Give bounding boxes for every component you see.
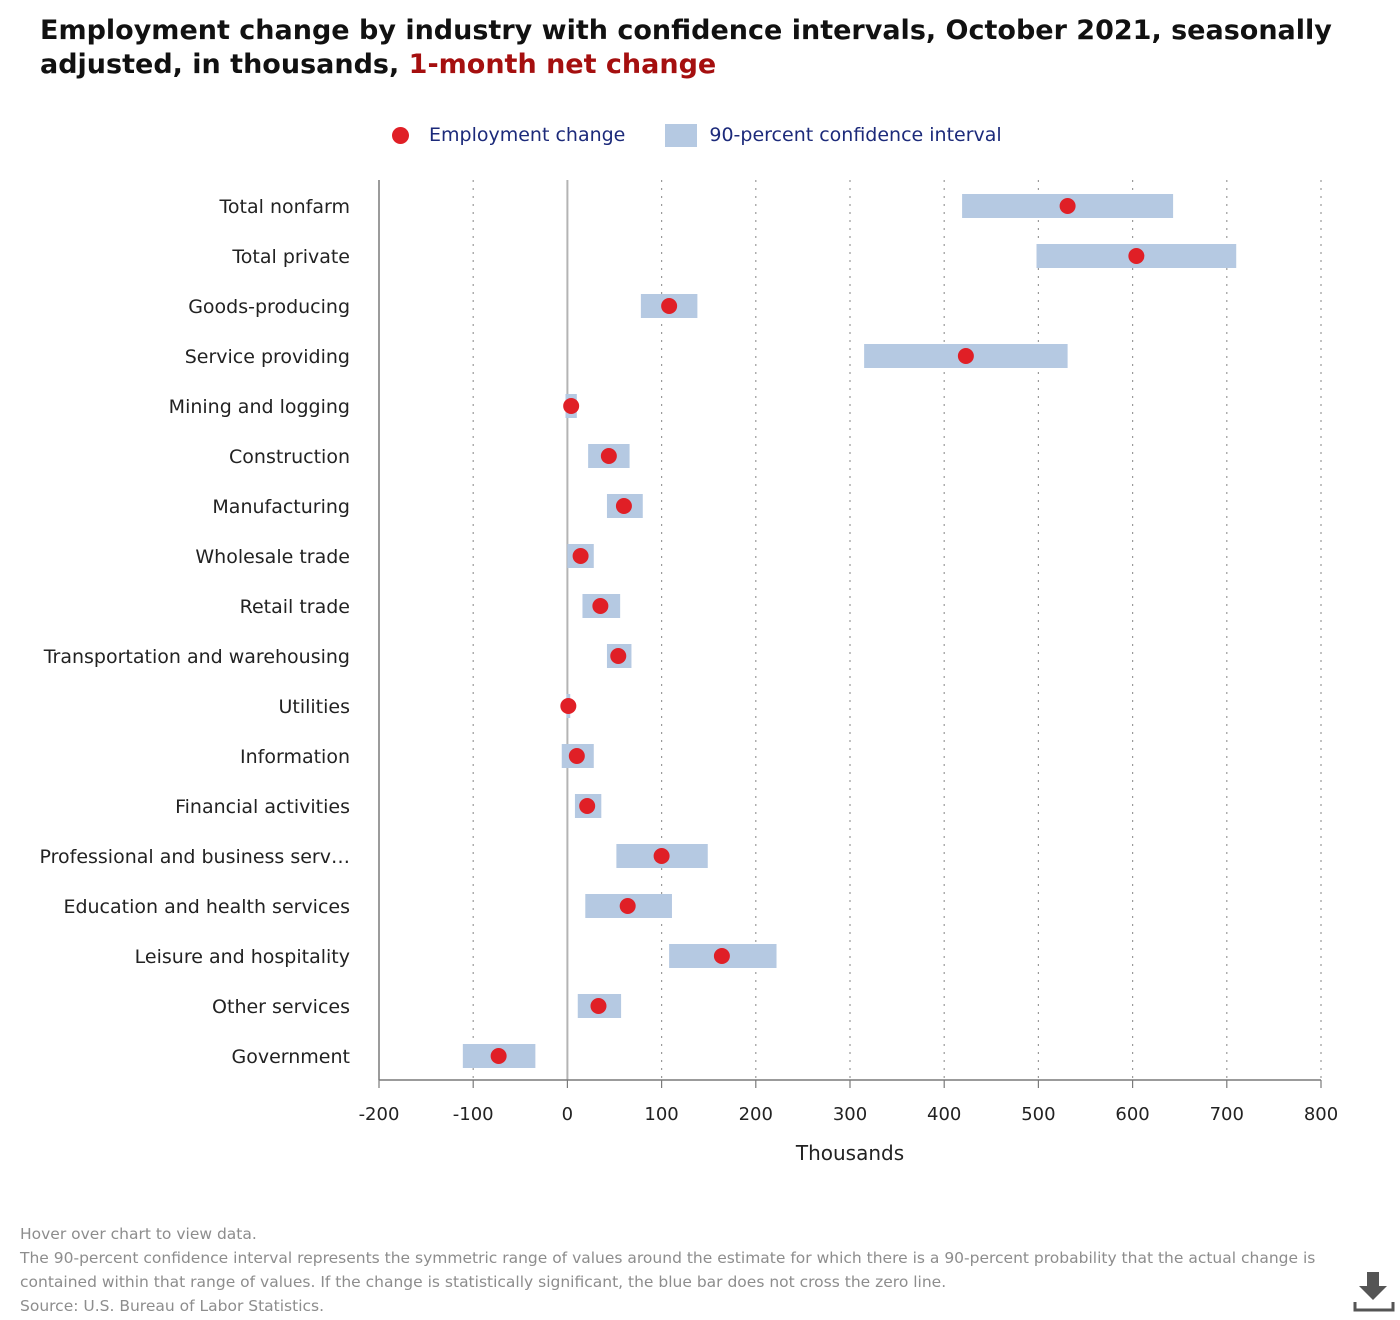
x-axis-title: Thousands: [795, 1141, 904, 1165]
employment-change-point[interactable]: [572, 548, 589, 564]
employment-change-point[interactable]: [619, 898, 636, 914]
employment-change-point[interactable]: [713, 948, 730, 964]
employment-change-point[interactable]: [592, 598, 609, 614]
employment-change-point[interactable]: [490, 1048, 507, 1064]
category-label: Goods-producing: [188, 296, 350, 318]
category-label: Financial activities: [175, 796, 350, 818]
category-label: Retail trade: [240, 596, 350, 618]
employment-change-point[interactable]: [957, 348, 974, 364]
x-tick-label: 0: [562, 1104, 573, 1125]
confidence-interval-note: The 90-percent confidence interval repre…: [20, 1249, 1316, 1291]
legend-item-employment-change[interactable]: Employment change: [392, 124, 625, 146]
source-note: Source: U.S. Bureau of Labor Statistics.: [20, 1297, 325, 1315]
category-label: Mining and logging: [169, 396, 350, 418]
employment-change-point[interactable]: [1128, 248, 1145, 264]
category-label: Total nonfarm: [219, 196, 350, 218]
x-tick-label: 700: [1210, 1104, 1244, 1125]
legend-dot-icon: [392, 126, 409, 144]
x-tick-label: -100: [453, 1104, 494, 1125]
legend-item-confidence-interval[interactable]: 90-percent confidence interval: [665, 123, 1002, 147]
chart-title-highlight: 1-month net change: [408, 49, 717, 80]
category-label: Total private: [231, 246, 350, 268]
category-label: Education and health services: [63, 896, 350, 918]
category-label: Wholesale trade: [195, 546, 350, 568]
category-label: Information: [240, 746, 350, 768]
employment-change-point[interactable]: [615, 498, 632, 514]
chart-notes: Hover over chart to view data. The 90-pe…: [20, 1222, 1320, 1318]
hover-note: Hover over chart to view data.: [20, 1225, 257, 1243]
category-label: Service providing: [185, 346, 350, 368]
category-label: Transportation and warehousing: [43, 646, 350, 668]
employment-change-point[interactable]: [600, 448, 617, 464]
legend-bar-icon: [665, 123, 698, 147]
category-label: Professional and business serv…: [39, 846, 350, 868]
category-label: Government: [232, 1046, 351, 1068]
download-icon[interactable]: [1352, 1270, 1396, 1314]
category-label: Construction: [229, 446, 350, 468]
employment-change-point[interactable]: [610, 648, 627, 664]
chart-plot[interactable]: -200 -100 0 100 200 300 400 500 600 700 800 Thousan…: [0, 170, 1400, 1170]
x-tick-label: 600: [1115, 1104, 1149, 1125]
employment-change-point[interactable]: [661, 298, 678, 314]
x-tick-label: -200: [359, 1104, 400, 1125]
legend-label-confidence-interval: 90-percent confidence interval: [709, 124, 1002, 146]
category-label: Utilities: [278, 696, 350, 718]
category-label: Leisure and hospitality: [135, 946, 350, 968]
employment-change-point[interactable]: [560, 698, 577, 714]
chart-legend: Employment change 90-percent confidence …: [392, 120, 1042, 150]
x-tick-label: 100: [644, 1104, 678, 1125]
x-tick-label: 400: [927, 1104, 961, 1125]
employment-change-point[interactable]: [579, 798, 596, 814]
employment-change-point[interactable]: [568, 748, 585, 764]
category-label: Manufacturing: [212, 496, 350, 518]
category-label: Other services: [212, 996, 350, 1018]
employment-change-point[interactable]: [653, 848, 670, 864]
chart-title: Employment change by industry with confi…: [40, 14, 1360, 82]
employment-change-point[interactable]: [590, 998, 607, 1014]
chart-title-main: Employment change by industry with confi…: [40, 15, 1332, 80]
x-tick-label: 200: [739, 1104, 773, 1125]
employment-change-point[interactable]: [563, 398, 580, 414]
employment-change-point[interactable]: [1059, 198, 1076, 214]
x-tick-label: 800: [1304, 1104, 1338, 1125]
x-tick-label: 300: [833, 1104, 867, 1125]
x-tick-label: 500: [1021, 1104, 1055, 1125]
legend-label-employment-change: Employment change: [429, 124, 626, 146]
